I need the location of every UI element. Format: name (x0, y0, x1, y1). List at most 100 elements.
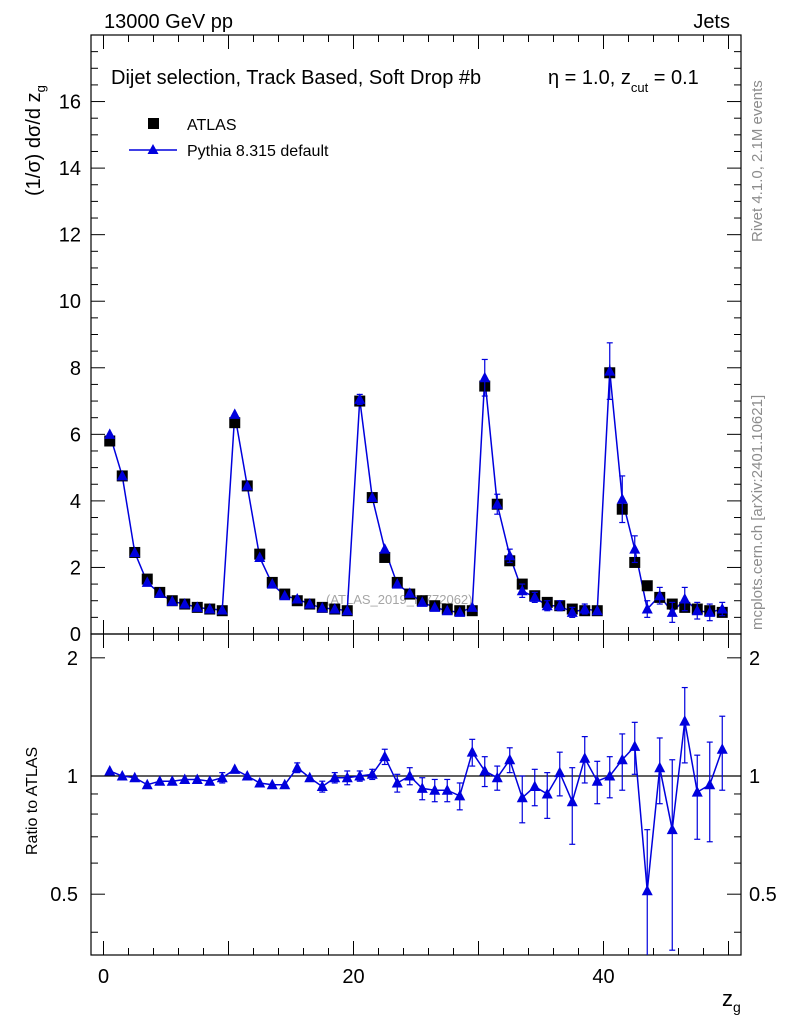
mc-point (516, 584, 528, 596)
main-y-axis-label: (1/σ) dσ/d zg (23, 85, 48, 196)
plot-title-eta: η = 1.0, z (548, 67, 631, 89)
mc-point (554, 599, 566, 611)
ratio-point (141, 778, 153, 790)
mc-point (191, 601, 203, 612)
x-tick-label: 20 (342, 966, 364, 988)
ratio-point (541, 787, 553, 799)
mc-point (141, 576, 153, 587)
mc-point (366, 491, 378, 503)
mc-line (109, 371, 723, 614)
ratio-point (466, 746, 478, 757)
ratio-y-tick-label: 1 (67, 766, 78, 788)
x-label-sub: g (733, 999, 741, 1015)
ratio-axes: 0 20 40 0.5 0.5 1 1 2 2 (50, 634, 777, 988)
ratio-point (416, 782, 428, 793)
mc-point (579, 603, 591, 614)
mc-point (679, 593, 691, 604)
mc-point (216, 604, 228, 615)
ratio-point (291, 761, 303, 773)
main-y-tick-label: 12 (59, 225, 81, 247)
ratio-point (441, 784, 453, 795)
mc-point (491, 498, 503, 509)
mc-point (279, 589, 291, 601)
ratio-point (241, 770, 253, 781)
mc-point (641, 603, 653, 614)
mc-point (241, 479, 253, 491)
ratio-point (329, 771, 341, 783)
ratio-point (654, 761, 666, 773)
main-y-label-text: (1/σ) dσ/d z (23, 92, 45, 196)
mc-point (204, 603, 216, 614)
mc-point (329, 603, 341, 614)
plot-title-eta-part: η = 1.0, zcut = 0.1 (548, 67, 699, 95)
plot-title: Dijet selection, Track Based, Soft Drop … (111, 67, 481, 89)
ratio-point (354, 770, 366, 781)
mc-point (166, 595, 178, 606)
mc-point (291, 593, 303, 604)
rivet-label: Rivet 4.1.0, 2.1M events (749, 80, 766, 242)
main-y-tick-label: 0 (70, 624, 81, 646)
ratio-y-axis-label: Ratio to ATLAS (24, 747, 41, 855)
mc-point (629, 543, 641, 554)
plot-title-main: Dijet selection, Track Based, Soft Drop … (111, 67, 481, 89)
x-tick-label: 0 (98, 966, 109, 988)
mc-point (454, 606, 466, 617)
mc-point (466, 601, 478, 612)
main-y-tick-label: 16 (59, 92, 81, 114)
mc-point (354, 393, 366, 404)
ratio-point (516, 791, 528, 803)
atlas-point (229, 417, 241, 429)
atlas-point (379, 551, 391, 563)
ratio-point (266, 778, 278, 790)
mc-point (229, 408, 241, 419)
main-y-tick-label: 8 (70, 358, 81, 380)
mc-point (441, 604, 453, 616)
mc-point (666, 606, 678, 617)
ratio-point (116, 770, 128, 781)
ratio-point (229, 763, 241, 774)
ratio-point (554, 766, 566, 778)
ratio-point (379, 750, 391, 762)
mc-point (529, 591, 541, 602)
ratio-point (429, 784, 441, 795)
main-y-tick-label: 4 (70, 491, 81, 513)
ratio-y-tick-label-right: 0.5 (749, 884, 777, 906)
mc-point (154, 587, 166, 598)
mc-point (479, 371, 491, 383)
ratio-y-tick-label: 2 (67, 648, 78, 670)
ratio-point (104, 764, 116, 776)
mc-point (704, 606, 716, 617)
energy-label: 13000 GeV pp (104, 11, 233, 33)
main-y-label-sub: g (33, 85, 48, 92)
main-axes: 0 2 4 6 8 10 12 14 16 (59, 34, 741, 646)
ratio-panel-frame (90, 633, 742, 956)
mc-point (691, 604, 703, 616)
ratio-point (216, 771, 228, 783)
mc-point (416, 596, 428, 607)
process-label: Jets (693, 11, 730, 33)
plot-title-tail: = 0.1 (648, 67, 699, 89)
ratio-point (679, 715, 691, 726)
ratio-point (304, 771, 316, 783)
legend-mc-marker (147, 144, 159, 154)
mc-point (604, 365, 616, 376)
ratio-point (179, 773, 191, 784)
ratio-point (666, 823, 678, 835)
ratio-point (591, 775, 603, 786)
atlas-point (104, 435, 116, 447)
mc-point (254, 551, 266, 562)
mc-point (341, 604, 353, 616)
mc-point (716, 603, 728, 614)
main-data-marks (104, 342, 728, 623)
ratio-point (704, 778, 716, 790)
mc-point (616, 493, 628, 504)
ratio-y-tick-label-right: 1 (749, 766, 760, 788)
ratio-point (129, 771, 141, 783)
ratio-point (529, 780, 541, 792)
ratio-point (404, 770, 416, 781)
main-y-tick-label: 10 (59, 291, 81, 313)
mc-point (566, 606, 578, 617)
x-label-text: z (722, 986, 733, 1011)
mc-point (654, 589, 666, 601)
main-y-tick-label: 2 (70, 557, 81, 579)
